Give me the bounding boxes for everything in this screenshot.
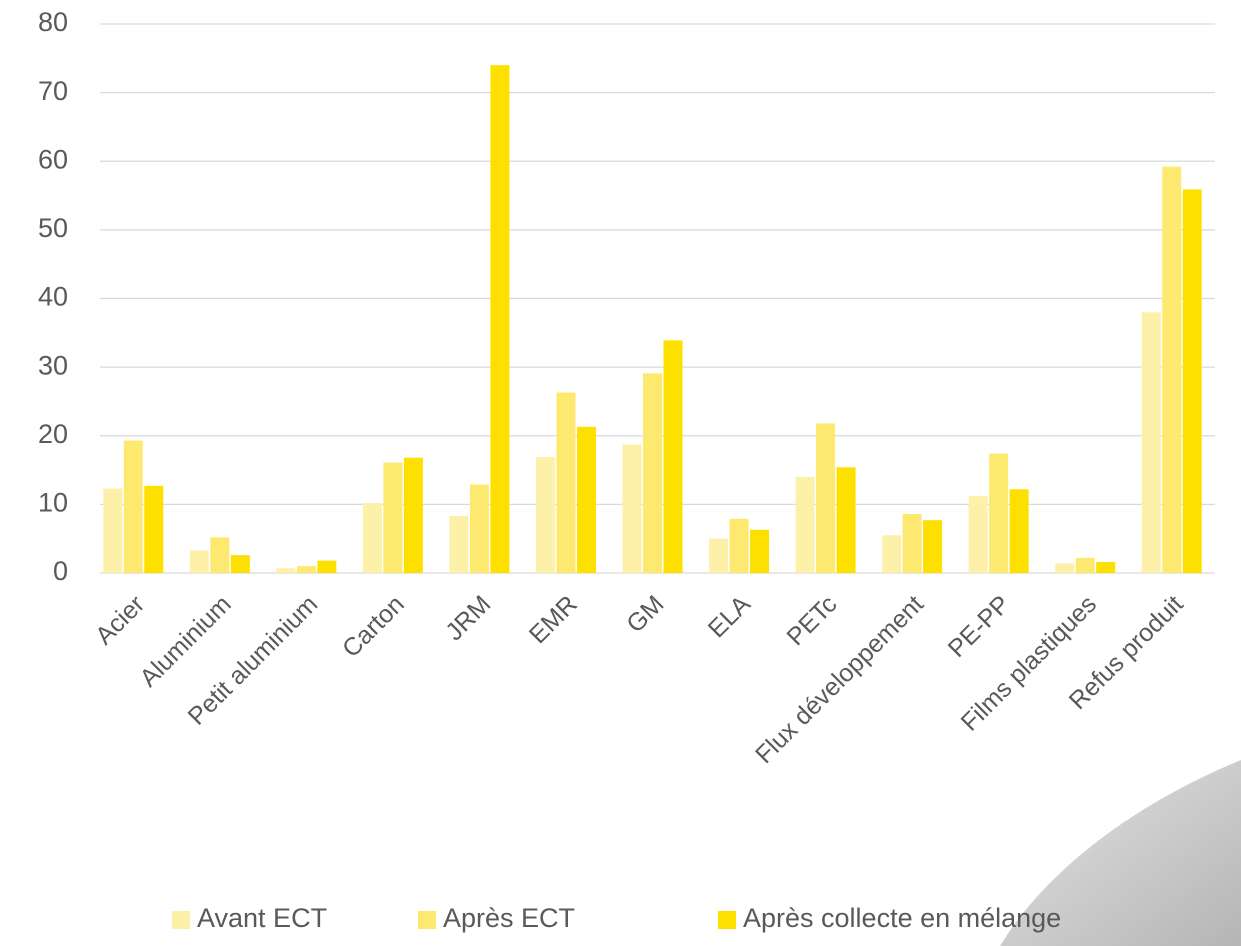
bar [729, 518, 749, 573]
bar [816, 423, 836, 573]
y-tick-label: 0 [53, 556, 68, 586]
bar [663, 340, 683, 573]
bar [210, 537, 230, 573]
bar [795, 476, 815, 573]
bar [1096, 562, 1116, 573]
bar [1162, 166, 1182, 574]
bar [989, 453, 1009, 573]
bar [230, 555, 250, 573]
bar [383, 462, 403, 573]
bar [144, 485, 164, 573]
y-tick-label: 10 [38, 488, 68, 518]
bar [403, 457, 423, 573]
legend-swatch [418, 911, 436, 929]
y-tick-label: 60 [38, 144, 68, 174]
bar [362, 503, 382, 573]
y-tick-label: 70 [38, 76, 68, 106]
bar [923, 520, 943, 573]
bar [189, 550, 209, 573]
y-tick-label: 20 [38, 419, 68, 449]
x-tick-label: Acier [90, 590, 150, 650]
bar [535, 457, 555, 573]
bar [1182, 189, 1202, 574]
bar [576, 426, 596, 573]
bar [1141, 312, 1161, 573]
bar [103, 488, 123, 573]
x-tick-label: PE-PP [943, 590, 1016, 663]
bar [622, 444, 642, 573]
bar [882, 535, 902, 573]
bar [1075, 557, 1095, 573]
y-tick-label: 80 [38, 7, 68, 37]
y-tick-label: 50 [38, 213, 68, 243]
x-tick-label: JRM [440, 590, 496, 646]
bar [469, 484, 489, 573]
y-tick-label: 30 [38, 350, 68, 380]
bar [709, 538, 729, 573]
decoration [1000, 760, 1241, 946]
x-tick-label: EMR [524, 590, 583, 649]
legend-swatch [172, 911, 190, 929]
x-tick-label: GM [621, 590, 669, 638]
bar [490, 65, 510, 574]
legend-label: Avant ECT [197, 903, 327, 933]
bar [968, 496, 988, 573]
bar [750, 529, 770, 573]
legend-swatch [718, 911, 736, 929]
bar [123, 440, 143, 573]
legend-label: Après collecte en mélange [743, 903, 1061, 933]
x-tick-label: Carton [337, 590, 410, 663]
bar [317, 560, 337, 573]
bar [276, 568, 296, 573]
bar [449, 516, 469, 573]
bar [1009, 489, 1029, 573]
x-tick-label: PETc [781, 590, 842, 651]
x-tick-label: ELA [703, 590, 756, 643]
bar [1055, 563, 1075, 573]
y-tick-label: 40 [38, 282, 68, 312]
bar [556, 392, 576, 573]
legend-label: Après ECT [443, 903, 575, 933]
x-tick-label: Flux développement [750, 590, 929, 769]
bar [296, 566, 316, 573]
bar [643, 373, 662, 573]
bar [836, 467, 856, 573]
bar [902, 513, 922, 573]
